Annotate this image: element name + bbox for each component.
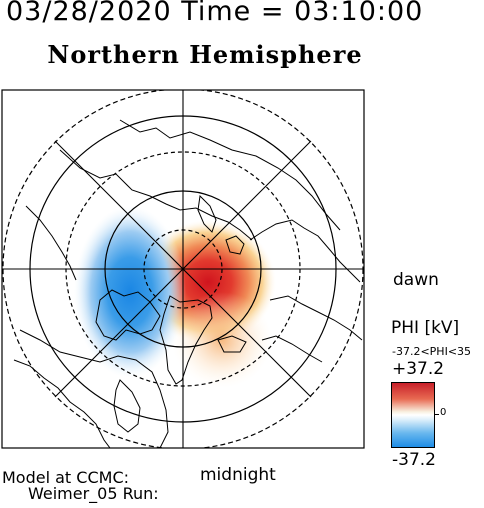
coastline-canada-arctic (95, 289, 161, 341)
colorbar-quantity-label: PHI [kV] (391, 318, 460, 338)
run-line: Weimer_05 Run: (28, 484, 159, 503)
date-time-header: 03/28/2020 Time = 03:10:00 (6, 0, 424, 27)
positive-potential-tail (172, 292, 272, 388)
colorbar-zero-label: 0 (440, 407, 447, 418)
coastline-scandinavia (249, 219, 361, 283)
coastline-north-america (19, 329, 169, 448)
coastline-asia-east (119, 119, 341, 231)
negative-potential-cell (74, 206, 186, 378)
coastline-bering (25, 205, 77, 281)
map-title: Northern Hemisphere (47, 40, 363, 69)
colorbar-max-label: +37.2 (392, 359, 445, 379)
midnight-label: midnight (200, 465, 276, 485)
coastline-europe (261, 295, 363, 363)
colorbar-min-label: -37.2 (392, 450, 436, 470)
dawn-label: dawn (393, 270, 439, 290)
coastline-siberia (59, 149, 253, 241)
coastline-alaska (13, 359, 111, 448)
colorbar (391, 382, 435, 448)
map-frame (1, 89, 365, 449)
coastline-hudson (113, 379, 141, 433)
coastline-svalbard (225, 235, 245, 255)
coastline-iceland (217, 335, 247, 353)
model-line: Model at CCMC: (2, 468, 129, 487)
meridian-diag-2 (54, 140, 312, 398)
colorbar-zero-tick (435, 414, 439, 415)
coastline-greenland (159, 295, 213, 385)
colorbar-range-text: -37.2<PHI<35 (392, 345, 472, 358)
coastline-novaya-zemlya (197, 194, 217, 233)
